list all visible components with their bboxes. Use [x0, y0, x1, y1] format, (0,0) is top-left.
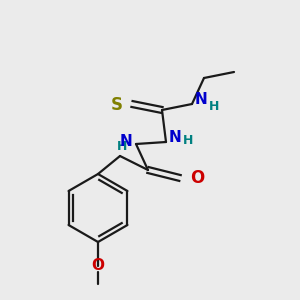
Text: O: O	[92, 259, 104, 274]
Text: N: N	[119, 134, 132, 149]
Text: N: N	[195, 92, 208, 107]
Text: H: H	[117, 140, 127, 152]
Text: H: H	[209, 100, 219, 112]
Text: O: O	[190, 169, 204, 187]
Text: H: H	[183, 134, 193, 146]
Text: N: N	[169, 130, 182, 146]
Text: S: S	[111, 96, 123, 114]
